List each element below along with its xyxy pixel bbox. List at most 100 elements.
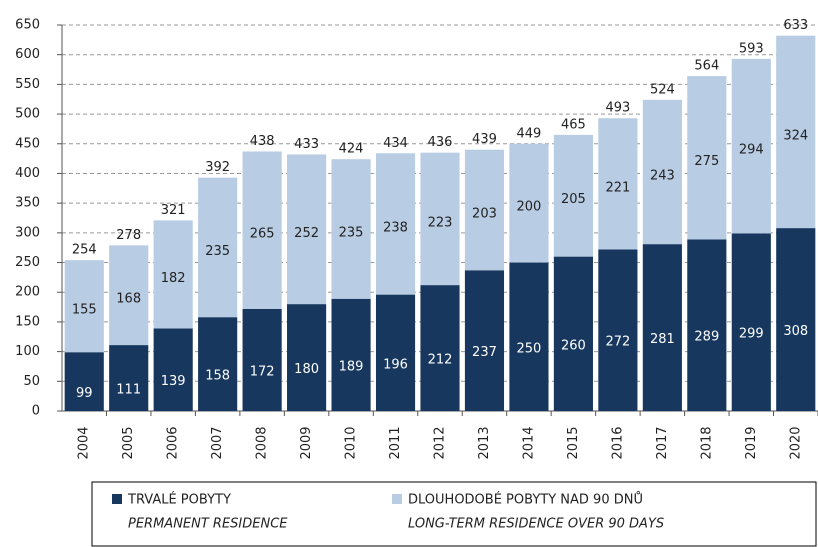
legend-label: DLOUHODOBÉ POBYTY NAD 90 DNŮ bbox=[408, 492, 643, 508]
y-tick-label: 650 bbox=[15, 18, 40, 33]
x-tick-label: 2011 bbox=[388, 426, 403, 459]
value-label: 221 bbox=[605, 180, 630, 195]
value-label: 260 bbox=[561, 338, 586, 353]
bar-segment bbox=[375, 153, 416, 295]
bar-segment bbox=[109, 345, 149, 411]
bar-segment bbox=[776, 35, 816, 229]
value-label: 200 bbox=[517, 200, 542, 215]
total-label: 493 bbox=[605, 101, 630, 116]
bar-segment bbox=[420, 285, 460, 411]
bar-segment bbox=[331, 298, 371, 411]
bar-segment bbox=[553, 134, 593, 257]
value-label: 275 bbox=[694, 154, 719, 169]
y-tick-label: 200 bbox=[15, 285, 40, 300]
x-tick-label: 2010 bbox=[344, 426, 359, 459]
value-label: 250 bbox=[517, 341, 542, 356]
value-label: 281 bbox=[650, 332, 675, 347]
value-label: 182 bbox=[161, 271, 186, 286]
x-tick-label: 2018 bbox=[699, 426, 714, 459]
bar-segment bbox=[242, 308, 282, 411]
x-tick-label: 2013 bbox=[477, 426, 492, 459]
value-label: 252 bbox=[294, 226, 319, 241]
value-label: 189 bbox=[339, 359, 364, 374]
x-tick-label: 2006 bbox=[166, 426, 181, 459]
value-label: 203 bbox=[472, 206, 497, 221]
bar-segment bbox=[109, 245, 149, 346]
bar-segment bbox=[198, 177, 238, 318]
total-label: 434 bbox=[383, 136, 408, 151]
total-label: 438 bbox=[250, 134, 275, 149]
value-label: 243 bbox=[650, 168, 675, 183]
y-tick-label: 250 bbox=[15, 255, 40, 270]
bar-segment bbox=[64, 260, 104, 353]
y-tick-label: 50 bbox=[23, 374, 40, 389]
bar-segment bbox=[687, 76, 727, 240]
y-tick-label: 350 bbox=[15, 196, 40, 211]
total-label: 278 bbox=[116, 228, 141, 243]
legend-box bbox=[91, 481, 817, 547]
total-label: 439 bbox=[472, 132, 497, 147]
total-label: 321 bbox=[161, 203, 186, 218]
y-tick-label: 0 bbox=[32, 404, 40, 419]
bar-segment bbox=[420, 152, 460, 286]
bar-segment bbox=[64, 352, 104, 411]
bar-segment bbox=[509, 262, 549, 411]
bar-segment bbox=[242, 151, 282, 309]
value-label: 289 bbox=[694, 330, 719, 345]
y-tick-label: 100 bbox=[15, 344, 40, 359]
total-label: 465 bbox=[561, 117, 586, 132]
x-tick-label: 2019 bbox=[744, 426, 759, 459]
value-label: 205 bbox=[561, 192, 586, 207]
value-label: 235 bbox=[339, 225, 364, 240]
value-label: 180 bbox=[294, 362, 319, 377]
total-label: 254 bbox=[72, 243, 97, 258]
x-tick-label: 2020 bbox=[788, 426, 803, 459]
value-label: 111 bbox=[116, 383, 141, 398]
value-label: 294 bbox=[739, 143, 764, 158]
y-tick-label: 400 bbox=[15, 166, 40, 181]
total-label: 593 bbox=[739, 41, 764, 56]
value-label: 272 bbox=[605, 335, 630, 350]
total-label: 433 bbox=[294, 137, 319, 152]
value-label: 196 bbox=[383, 357, 408, 372]
legend-swatch bbox=[392, 494, 402, 504]
bar-segment bbox=[509, 143, 549, 263]
value-label: 139 bbox=[161, 374, 186, 389]
value-label: 212 bbox=[428, 353, 453, 368]
bar-segment bbox=[464, 270, 505, 411]
bar-segment bbox=[331, 159, 371, 299]
value-label: 324 bbox=[783, 128, 808, 143]
total-label: 564 bbox=[694, 59, 719, 74]
bar-segment bbox=[153, 328, 193, 411]
value-label: 158 bbox=[205, 369, 230, 384]
x-tick-label: 2007 bbox=[210, 426, 225, 459]
total-label: 633 bbox=[783, 18, 808, 33]
x-tick-label: 2004 bbox=[77, 426, 92, 459]
x-tick-label: 2016 bbox=[610, 426, 625, 459]
value-label: 168 bbox=[116, 292, 141, 307]
legend-label-en: LONG-TERM RESIDENCE OVER 90 DAYS bbox=[408, 517, 664, 532]
bar-segment bbox=[375, 294, 416, 411]
value-label: 223 bbox=[428, 215, 453, 230]
x-tick-label: 2014 bbox=[521, 426, 536, 459]
total-label: 392 bbox=[205, 160, 230, 175]
bar-segment bbox=[287, 304, 327, 411]
value-label: 308 bbox=[783, 324, 808, 339]
bar-segment bbox=[687, 239, 727, 411]
x-tick-label: 2008 bbox=[255, 426, 270, 459]
bar-segment bbox=[776, 228, 816, 411]
value-label: 235 bbox=[205, 244, 230, 259]
value-label: 99 bbox=[76, 386, 93, 401]
bar-segment bbox=[731, 233, 771, 411]
bar-segment bbox=[464, 149, 505, 271]
x-tick-label: 2005 bbox=[121, 426, 136, 459]
value-label: 172 bbox=[250, 364, 275, 379]
bar-segment bbox=[153, 220, 193, 329]
legend-swatch bbox=[112, 494, 122, 504]
x-tick-label: 2015 bbox=[566, 426, 581, 459]
total-label: 424 bbox=[339, 142, 364, 157]
value-label: 299 bbox=[739, 327, 764, 342]
value-label: 265 bbox=[250, 227, 275, 242]
value-label: 237 bbox=[472, 345, 497, 360]
bar-segment bbox=[731, 58, 771, 234]
